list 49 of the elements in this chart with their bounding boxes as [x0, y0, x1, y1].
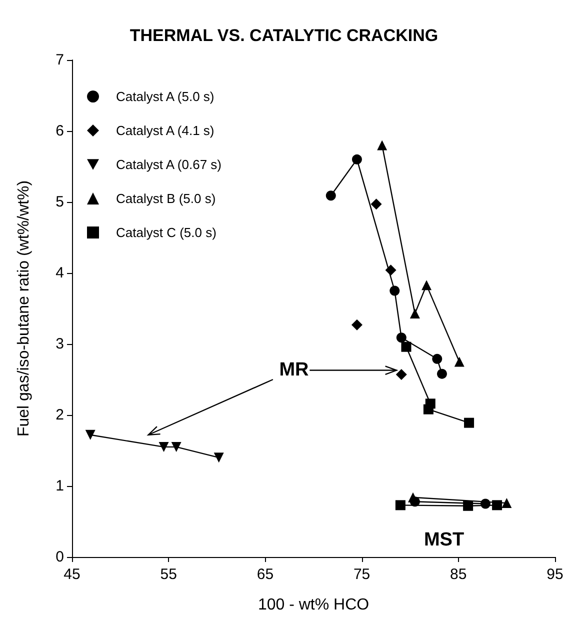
y-tick-label: 6: [56, 122, 64, 140]
point: [390, 286, 400, 296]
y-tick-label: 4: [56, 264, 64, 282]
point: [214, 452, 224, 463]
point: [463, 500, 474, 511]
x-tick-label: 45: [64, 566, 80, 583]
legend-label: Catalyst B (5.0 s): [116, 191, 216, 206]
y-tick-label: 7: [56, 52, 64, 68]
x-tick-label: 55: [160, 566, 177, 583]
legend-label: Catalyst C (5.0 s): [116, 225, 216, 240]
y-tick-label: 5: [56, 194, 64, 210]
y-axis-title: Fuel gas/iso-butane ratio (wt%/wt%): [16, 180, 32, 437]
point: [385, 264, 396, 276]
point: [464, 418, 474, 428]
point: [396, 332, 406, 343]
y-tick-label: 1: [56, 478, 64, 494]
point: [326, 190, 336, 201]
legend-label: Catalyst A (4.1 s): [116, 123, 214, 138]
point: [401, 342, 412, 352]
y-tick-label: 0: [56, 548, 64, 566]
point: [436, 368, 447, 379]
x-tick-label: 75: [353, 566, 370, 583]
point: [370, 198, 382, 210]
point: [377, 140, 388, 150]
point: [351, 319, 362, 330]
point: [158, 442, 169, 452]
point: [352, 154, 362, 164]
point: [85, 430, 96, 440]
point: [410, 308, 420, 318]
point: [423, 404, 434, 414]
point: [396, 369, 407, 380]
annotation: MR: [279, 360, 310, 380]
chart-title: THERMAL VS. CATALYTIC CRACKING: [130, 26, 438, 45]
point: [395, 500, 406, 510]
annotation: MST: [424, 530, 464, 550]
y-tick-label: 2: [56, 406, 64, 424]
point: [432, 354, 442, 364]
point: [492, 500, 502, 510]
point: [422, 280, 432, 290]
legend-label: Catalyst A (5.0 s): [116, 89, 214, 104]
y-tick-label: 3: [56, 336, 64, 352]
x-tick-label: 95: [546, 566, 564, 583]
legend-label: Catalyst A (0.67 s): [116, 157, 222, 172]
point: [171, 442, 182, 452]
x-tick-label: 65: [256, 566, 274, 583]
x-tick-label: 85: [450, 566, 467, 583]
x-axis-title: 100 - wt% HCO: [258, 596, 370, 614]
point: [454, 356, 464, 367]
point: [480, 498, 490, 509]
